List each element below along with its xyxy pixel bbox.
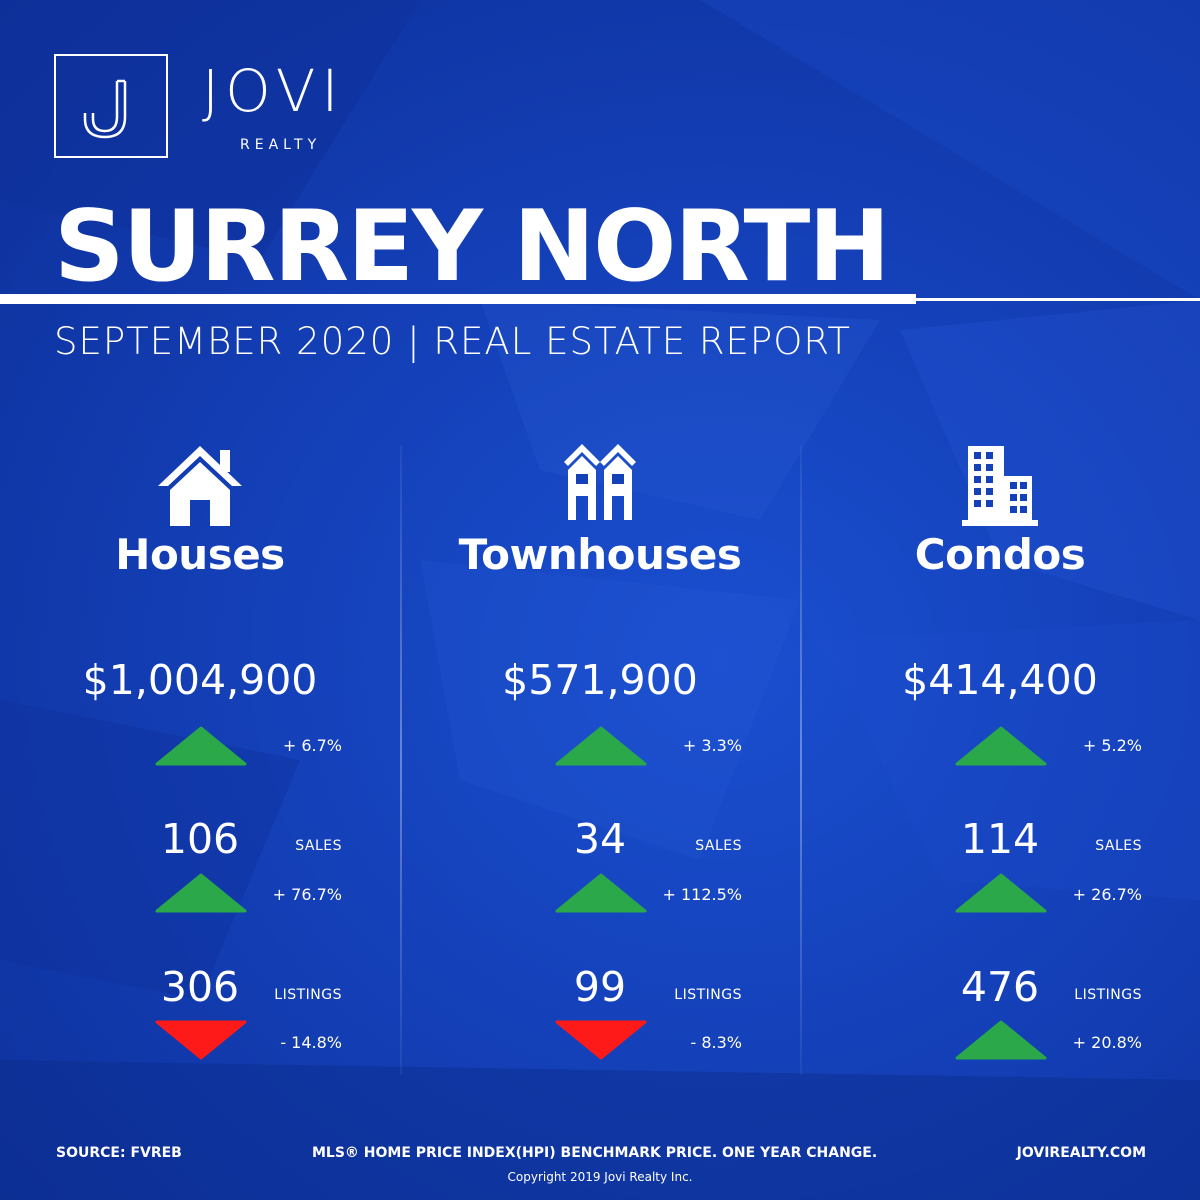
category-label: Condos: [914, 530, 1086, 579]
category-label: Townhouses: [458, 530, 742, 579]
listings-count: 306: [160, 963, 240, 1011]
sales-change: + 76.7%: [272, 885, 342, 904]
source-label: SOURCE: FVREB: [56, 1145, 182, 1161]
up-arrow-icon: [155, 873, 247, 913]
benchmark-price: $571,900: [502, 656, 698, 704]
title-underline-thin: [916, 298, 1200, 301]
condo-building-icon: [962, 446, 1038, 526]
report-subtitle: SEPTEMBER 2020 | REAL ESTATE REPORT: [54, 320, 851, 363]
sales-label: SALES: [695, 838, 742, 854]
listings-change: - 8.3%: [690, 1033, 742, 1052]
brand-name: JOVI: [202, 57, 345, 125]
up-arrow-icon: [155, 726, 247, 766]
website-link[interactable]: JOVIREALTY.COM: [1016, 1145, 1146, 1161]
house-icon: [158, 446, 242, 526]
logo-j-icon: [83, 79, 127, 139]
up-arrow-icon: [555, 873, 647, 913]
logo-box: [54, 54, 168, 158]
column-divider: [800, 445, 802, 1075]
sales-change: + 112.5%: [662, 885, 743, 904]
townhouses-column: Townhouses $571,900 + 3.3% 34 SALES + 11…: [400, 430, 800, 1090]
methodology-note: MLS® HOME PRICE INDEX(HPI) BENCHMARK PRI…: [312, 1145, 878, 1161]
up-arrow-icon: [955, 726, 1047, 766]
listings-count: 476: [960, 963, 1040, 1011]
houses-column: Houses $1,004,900 + 6.7% 106 SALES + 76.…: [0, 430, 400, 1090]
price-change: + 6.7%: [282, 736, 342, 755]
sales-change: + 26.7%: [1072, 885, 1142, 904]
down-arrow-icon: [555, 1020, 647, 1060]
listings-label: LISTINGS: [1074, 987, 1142, 1003]
sales-count: 114: [960, 815, 1040, 863]
sales-count: 34: [573, 815, 627, 863]
listings-count: 99: [573, 963, 627, 1011]
sales-label: SALES: [295, 838, 342, 854]
title-underline: [0, 294, 916, 304]
listings-label: LISTINGS: [274, 987, 342, 1003]
up-arrow-icon: [955, 873, 1047, 913]
townhouse-icon: [564, 444, 636, 520]
listings-label: LISTINGS: [674, 987, 742, 1003]
down-arrow-icon: [155, 1020, 247, 1060]
listings-change: - 14.8%: [280, 1033, 342, 1052]
benchmark-price: $414,400: [902, 656, 1098, 704]
page-title: SURREY NORTH: [54, 190, 890, 304]
condos-column: Condos $414,400 + 5.2% 114 SALES + 26.7%…: [800, 430, 1200, 1090]
listings-change: + 20.8%: [1072, 1033, 1142, 1052]
category-label: Houses: [115, 530, 285, 579]
sales-count: 106: [160, 815, 240, 863]
copyright-text: Copyright 2019 Jovi Realty Inc.: [507, 1170, 693, 1184]
brand-subtitle: REALTY: [240, 137, 322, 153]
up-arrow-icon: [555, 726, 647, 766]
price-change: + 5.2%: [1082, 736, 1142, 755]
benchmark-price: $1,004,900: [82, 656, 318, 704]
column-divider: [400, 445, 402, 1075]
up-arrow-icon: [955, 1020, 1047, 1060]
price-change: + 3.3%: [682, 736, 742, 755]
sales-label: SALES: [1095, 838, 1142, 854]
